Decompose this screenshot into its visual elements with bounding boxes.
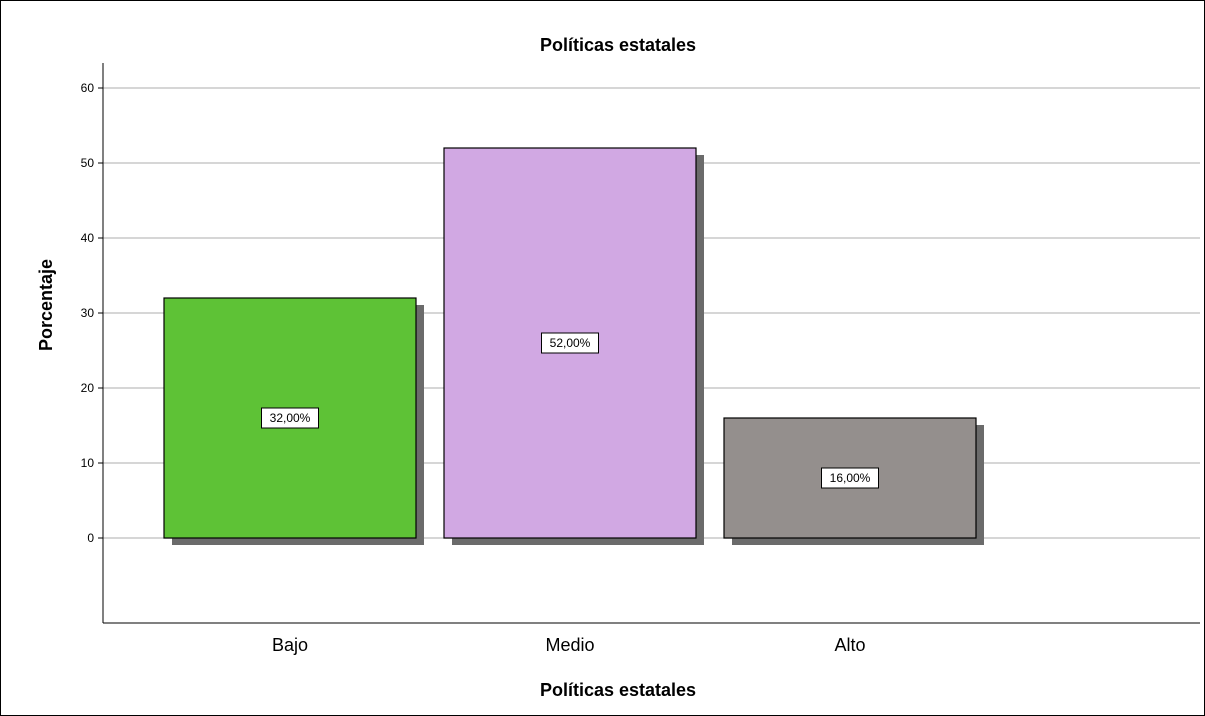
bars: 32,00% 52,00% 16,00% <box>163 147 984 545</box>
y-tick-label-20: 20 <box>81 381 95 395</box>
x-tick-label-alto: Alto <box>834 635 865 655</box>
x-tick-label-medio: Medio <box>545 635 594 655</box>
chart-title: Políticas estatales <box>540 35 696 55</box>
data-label-box-alto <box>821 467 879 489</box>
x-tick-label-bajo: Bajo <box>272 635 308 655</box>
y-axis-ticks: 0 10 20 30 40 50 60 <box>81 81 103 545</box>
y-tick-label-40: 40 <box>81 231 95 245</box>
data-label-alto: 16,00% <box>830 471 871 485</box>
y-tick-label-50: 50 <box>81 156 95 170</box>
data-label-medio: 52,00% <box>550 336 591 350</box>
y-tick-label-0: 0 <box>87 531 94 545</box>
x-axis-title: Políticas estatales <box>540 680 696 700</box>
data-label-box-medio <box>541 332 599 354</box>
y-axis-title: Porcentaje <box>36 259 56 351</box>
data-label-bajo: 32,00% <box>270 411 311 425</box>
y-tick-label-60: 60 <box>81 81 95 95</box>
y-tick-label-30: 30 <box>81 306 95 320</box>
y-tick-label-10: 10 <box>81 456 95 470</box>
data-label-box-bajo <box>261 407 319 429</box>
x-axis-ticks: Bajo Medio Alto <box>272 635 866 655</box>
